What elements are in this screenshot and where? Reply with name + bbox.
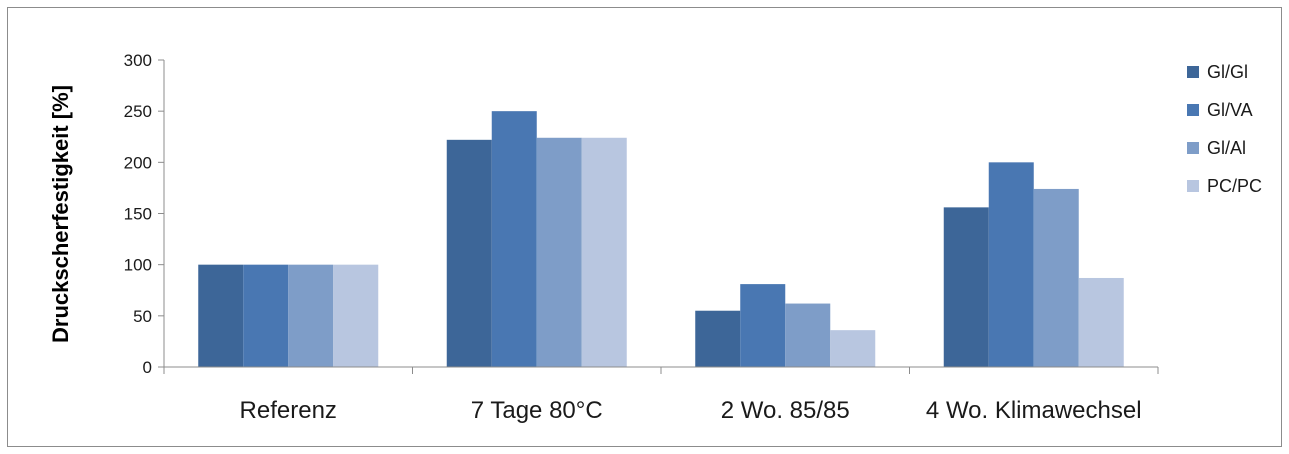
y-tick-label: 100 xyxy=(124,256,152,275)
y-tick-label: 250 xyxy=(124,102,152,121)
legend-swatch xyxy=(1187,142,1199,154)
x-axis xyxy=(163,366,1159,374)
bar xyxy=(1078,277,1124,367)
x-tick-label: 7 Tage 80°C xyxy=(471,397,603,424)
bar xyxy=(1033,188,1079,367)
legend-label: Gl/VA xyxy=(1207,100,1253,120)
y-tick-label: 0 xyxy=(143,358,152,377)
y-tick-label: 300 xyxy=(124,51,152,70)
bar xyxy=(243,264,289,367)
bar xyxy=(830,330,876,367)
bar xyxy=(943,207,989,367)
y-axis-ticks: 0 50 100 150 200 250 300 xyxy=(124,51,165,377)
bar xyxy=(198,264,244,367)
bar xyxy=(288,264,334,367)
bar xyxy=(988,162,1034,367)
bar xyxy=(581,137,627,367)
legend-label: PC/PC xyxy=(1207,176,1262,196)
bar xyxy=(333,264,379,367)
y-tick-label: 150 xyxy=(124,205,152,224)
bar xyxy=(695,310,741,367)
x-tick-label: 4 Wo. Klimawechsel xyxy=(926,397,1142,424)
bar xyxy=(740,284,786,367)
x-tick-label: Referenz xyxy=(240,397,337,424)
bar xyxy=(491,111,537,368)
y-tick-label: 50 xyxy=(133,307,152,326)
legend-swatch xyxy=(1187,104,1199,116)
legend-label: Gl/Al xyxy=(1207,138,1246,158)
legend-swatch xyxy=(1187,180,1199,192)
bar xyxy=(785,303,831,367)
bar xyxy=(536,137,582,367)
y-axis-label: Druckscherfestigkeit [%] xyxy=(48,85,73,343)
legend-swatch xyxy=(1187,66,1199,78)
legend: Gl/Gl Gl/VA Gl/Al PC/PC xyxy=(1187,62,1262,196)
x-tick-label: 2 Wo. 85/85 xyxy=(721,397,850,424)
bars xyxy=(198,111,1124,368)
x-axis-labels: Referenz 7 Tage 80°C 2 Wo. 85/85 4 Wo. Klim… xyxy=(240,397,1142,424)
y-tick-label: 200 xyxy=(124,153,152,172)
bar xyxy=(446,139,492,367)
legend-label: Gl/Gl xyxy=(1207,62,1248,82)
